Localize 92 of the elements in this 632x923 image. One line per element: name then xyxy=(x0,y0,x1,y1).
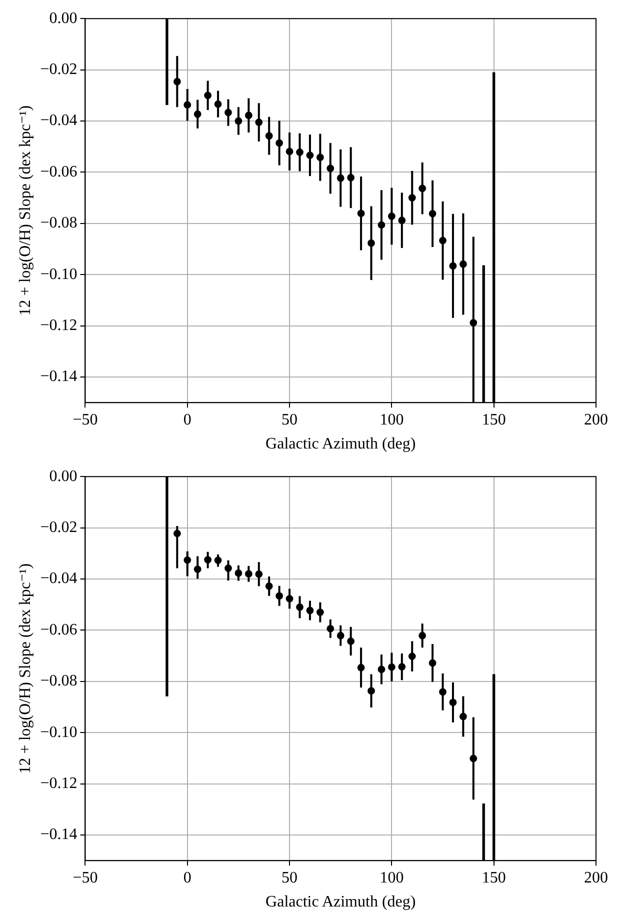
point xyxy=(296,603,304,611)
point xyxy=(316,608,324,616)
y-tick-label: −0.10 xyxy=(40,724,78,741)
y-tick-label: −0.02 xyxy=(40,519,78,536)
point xyxy=(428,659,436,667)
point xyxy=(214,556,222,564)
x-tick-label: −50 xyxy=(72,411,98,428)
y-tick-label: −0.06 xyxy=(40,163,78,180)
point xyxy=(439,236,446,244)
y-tick-label: −0.08 xyxy=(40,672,78,690)
x-axis-title: Galactic Azimuth (deg) xyxy=(266,894,416,911)
x-tick-label: 100 xyxy=(380,411,404,428)
point xyxy=(244,570,252,578)
point xyxy=(388,212,396,220)
point xyxy=(184,101,192,109)
y-tick-label: 0.00 xyxy=(49,468,78,485)
point xyxy=(255,118,263,126)
point xyxy=(306,152,314,160)
point xyxy=(194,566,202,573)
point xyxy=(398,216,406,224)
point xyxy=(336,632,344,640)
x-tick-label: 150 xyxy=(482,869,506,886)
x-tick-label: 0 xyxy=(183,869,192,886)
point xyxy=(316,154,324,162)
point xyxy=(224,564,232,572)
point xyxy=(306,606,314,614)
point xyxy=(378,221,386,229)
x-tick-label: −50 xyxy=(72,869,98,886)
point xyxy=(326,164,334,172)
point xyxy=(347,174,355,182)
point xyxy=(418,632,426,640)
point xyxy=(418,184,426,192)
point xyxy=(265,132,273,140)
point xyxy=(460,712,467,720)
point xyxy=(204,556,212,564)
point xyxy=(347,638,355,645)
x-tick-label: 100 xyxy=(380,869,404,886)
point xyxy=(224,108,232,116)
point xyxy=(460,260,467,268)
point xyxy=(276,139,284,147)
x-tick-label: 150 xyxy=(482,411,506,428)
point xyxy=(368,239,375,247)
x-axis-title: Galactic Azimuth (deg) xyxy=(266,436,416,453)
point xyxy=(194,110,202,118)
point xyxy=(388,663,396,671)
point xyxy=(449,262,457,270)
point xyxy=(173,530,181,538)
y-axis-title: 12 + log(O/H) Slope (dex kpc⁻¹) xyxy=(16,563,34,774)
y-tick-label: −0.10 xyxy=(40,266,78,283)
y-tick-label: −0.14 xyxy=(40,826,78,844)
point xyxy=(234,117,242,125)
point xyxy=(470,754,478,762)
point xyxy=(357,210,365,218)
point xyxy=(408,194,416,202)
point xyxy=(336,174,344,182)
point xyxy=(286,595,294,602)
point xyxy=(408,652,416,660)
point xyxy=(296,148,304,156)
point xyxy=(470,319,478,326)
x-tick-label: 200 xyxy=(584,411,608,428)
point xyxy=(255,570,263,578)
point xyxy=(378,666,386,674)
y-tick-label: −0.14 xyxy=(40,368,78,386)
point xyxy=(449,698,457,706)
point xyxy=(204,92,212,100)
y-axis-title: 12 + log(O/H) Slope (dex kpc⁻¹) xyxy=(16,105,34,316)
point xyxy=(286,148,294,156)
point xyxy=(276,592,284,600)
y-tick-label: 0.00 xyxy=(49,10,78,27)
x-tick-label: 200 xyxy=(584,869,608,886)
y-tick-label: −0.08 xyxy=(40,214,78,232)
point xyxy=(173,78,181,86)
point xyxy=(368,687,375,695)
y-tick-label: −0.02 xyxy=(40,61,78,78)
point xyxy=(439,688,446,696)
y-tick-label: −0.04 xyxy=(40,570,78,588)
point xyxy=(244,112,252,120)
y-tick-label: −0.06 xyxy=(40,621,78,638)
point xyxy=(428,210,436,218)
point xyxy=(265,582,273,590)
point xyxy=(234,569,242,577)
x-tick-label: 0 xyxy=(183,411,192,428)
point xyxy=(357,664,365,672)
x-tick-label: 50 xyxy=(282,869,298,886)
x-tick-label: 50 xyxy=(282,411,298,428)
y-tick-label: −0.12 xyxy=(40,317,78,334)
y-tick-label: −0.04 xyxy=(40,112,78,130)
point xyxy=(214,100,222,108)
point xyxy=(398,663,406,671)
point xyxy=(326,624,334,632)
point xyxy=(184,556,192,564)
y-tick-label: −0.12 xyxy=(40,775,78,792)
